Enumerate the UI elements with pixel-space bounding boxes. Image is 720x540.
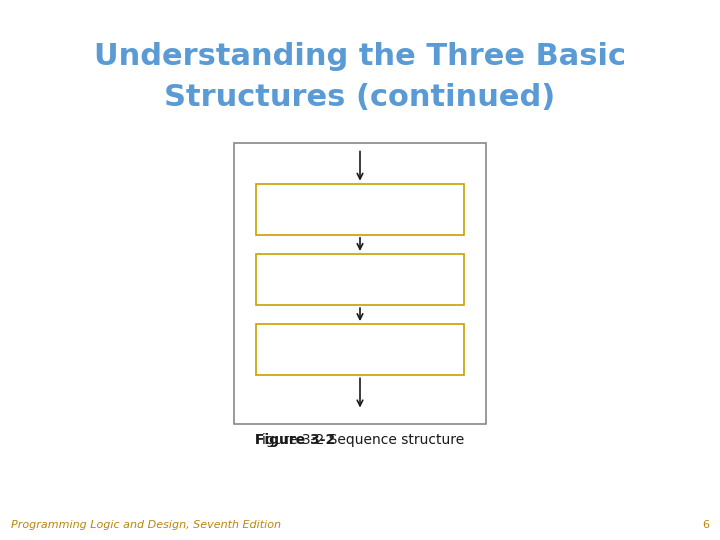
Text: Figure 3-2 Sequence structure: Figure 3-2 Sequence structure <box>256 163 464 177</box>
Bar <box>234 143 486 424</box>
Bar <box>256 324 464 375</box>
Text: Structures (continued): Structures (continued) <box>164 83 556 112</box>
Text: Understanding the Three Basic: Understanding the Three Basic <box>94 42 626 71</box>
Bar <box>256 254 464 305</box>
Text: Figure 3-2: Figure 3-2 <box>256 433 336 447</box>
Bar <box>256 184 464 235</box>
Text: Figure 3-2: Figure 3-2 <box>0 163 80 177</box>
Text: Figure 3-2 Sequence structure: Figure 3-2 Sequence structure <box>256 433 464 447</box>
Text: 6: 6 <box>702 520 709 530</box>
Text: Programming Logic and Design, Seventh Edition: Programming Logic and Design, Seventh Ed… <box>11 520 281 530</box>
